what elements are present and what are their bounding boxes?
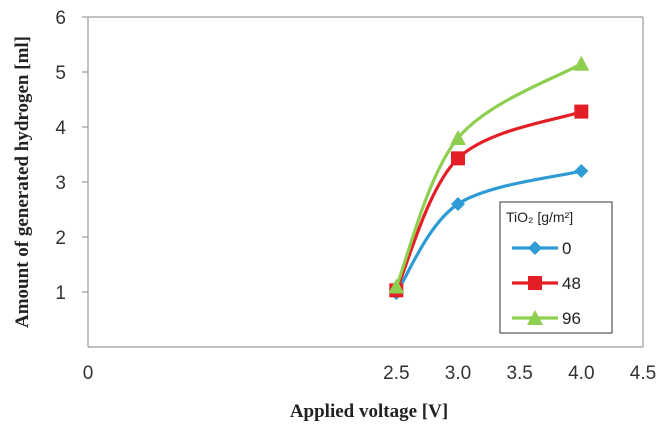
x-tick-label: 0 xyxy=(83,363,94,384)
y-tick-label: 6 xyxy=(55,8,66,29)
data-point-96 xyxy=(388,278,405,294)
series-layer xyxy=(388,55,590,301)
y-axis-ticks: 1 2 3 4 5 6 xyxy=(55,8,88,304)
data-point-48 xyxy=(451,151,465,166)
data-point-96 xyxy=(450,130,466,145)
y-tick-label: 5 xyxy=(55,63,66,84)
legend-label-96: 96 xyxy=(562,309,581,328)
x-tick-label: 4.0 xyxy=(568,363,594,384)
legend-label-0: 0 xyxy=(562,239,571,258)
legend-marker-0 xyxy=(528,241,542,255)
legend-title: TiO₂ [g/m²] xyxy=(506,209,573,225)
x-tick-label: 3.0 xyxy=(445,363,471,384)
legend-marker-96 xyxy=(527,310,543,325)
y-tick-label: 4 xyxy=(55,118,66,139)
y-tick-label: 3 xyxy=(55,173,66,194)
x-tick-label: 4.5 xyxy=(630,363,656,384)
data-point-0 xyxy=(574,164,589,178)
legend-items: 0 48 96 xyxy=(512,239,581,328)
y-tick-label: 1 xyxy=(55,283,66,304)
legend-label-48: 48 xyxy=(562,274,581,293)
y-axis-title: Amount of generated hydrogen [ml] xyxy=(12,36,33,328)
legend-box xyxy=(499,201,613,334)
x-axis-ticks: 0 2.5 3.0 3.5 4.0 4.5 xyxy=(83,363,657,384)
x-tick-label: 3.5 xyxy=(506,363,532,384)
y-tick-label: 2 xyxy=(55,228,66,249)
data-point-0 xyxy=(451,197,465,211)
data-point-96 xyxy=(573,55,590,71)
legend: TiO₂ [g/m²] 0 48 96 xyxy=(499,201,613,334)
x-axis-title: Applied voltage [V] xyxy=(290,401,448,422)
legend-marker-48 xyxy=(528,276,542,290)
x-tick-label: 2.5 xyxy=(383,363,409,384)
data-point-48 xyxy=(574,104,589,119)
